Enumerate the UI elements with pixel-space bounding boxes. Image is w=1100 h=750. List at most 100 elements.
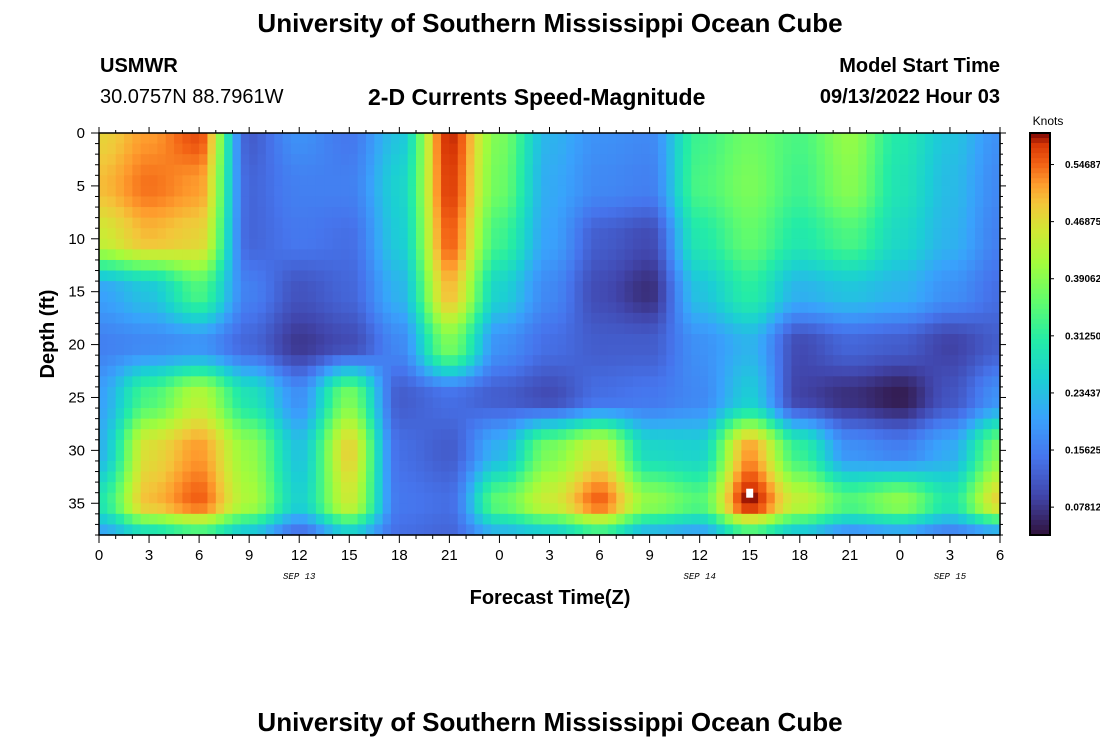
heatmap-cell [499, 196, 509, 208]
heatmap-cell [616, 513, 626, 526]
heatmap-cell [641, 482, 651, 494]
heatmap-cell [499, 408, 509, 420]
heatmap-cell [808, 408, 818, 420]
heatmap-cell [132, 312, 142, 325]
heatmap-cell [741, 418, 751, 430]
heatmap-cell [966, 503, 976, 515]
heatmap-cell [174, 175, 184, 187]
heatmap-cell [699, 503, 709, 515]
heatmap-cell [424, 334, 434, 346]
heatmap-cell [899, 334, 909, 346]
heatmap-cell [899, 386, 909, 399]
heatmap-cell [441, 228, 450, 240]
heatmap-cell [908, 217, 918, 229]
heatmap-cell [624, 524, 634, 536]
heatmap-cell [833, 397, 843, 409]
heatmap-cell [457, 154, 467, 166]
heatmap-cell [99, 513, 108, 526]
heatmap-cell [290, 249, 300, 261]
heatmap-cell [174, 164, 184, 176]
heatmap-cell [949, 196, 959, 208]
heatmap-cell [691, 513, 701, 526]
heatmap-cell [474, 291, 484, 303]
heatmap-cell [249, 143, 259, 155]
x-tick-label: 21 [841, 547, 858, 564]
heatmap-cell [958, 376, 968, 388]
heatmap-cell [140, 217, 150, 229]
heatmap-cell [349, 418, 359, 430]
heatmap-cell [182, 175, 192, 187]
heatmap-cell [724, 344, 734, 356]
heatmap-cell [399, 334, 409, 346]
heatmap-cell [190, 175, 200, 187]
heatmap-cell [641, 228, 651, 240]
heatmap-cell [532, 175, 542, 187]
heatmap-cell [766, 154, 776, 166]
heatmap-cell [215, 217, 225, 229]
heatmap-cell [549, 439, 559, 451]
heatmap-cell [407, 482, 417, 494]
heatmap-cell [899, 355, 909, 367]
heatmap-cell [132, 238, 142, 250]
heatmap-cell [541, 355, 551, 367]
heatmap-cell [449, 175, 459, 187]
heatmap-cell [833, 185, 843, 198]
heatmap-cell [808, 217, 818, 229]
heatmap-cell [849, 133, 859, 145]
heatmap-cell [332, 408, 342, 420]
heatmap-cell [340, 450, 350, 462]
heatmap-cell [958, 312, 968, 325]
heatmap-cell [165, 408, 175, 420]
heatmap-cell [833, 302, 843, 314]
heatmap-cell [491, 355, 501, 367]
heatmap-cell [657, 503, 667, 515]
heatmap-cell [841, 238, 851, 250]
heatmap-cell [140, 503, 150, 515]
heatmap-cell [974, 471, 984, 483]
heatmap-cell [365, 185, 375, 198]
heatmap-cell [432, 164, 442, 176]
heatmap-cell [140, 196, 150, 208]
heatmap-cell [824, 281, 834, 293]
heatmap-cell [215, 450, 225, 462]
heatmap-cell [399, 217, 409, 229]
heatmap-cell [232, 513, 242, 526]
colorbar-segment [1030, 138, 1050, 144]
heatmap-cell [716, 439, 726, 451]
heatmap-cell [774, 482, 784, 494]
heatmap-cell [574, 249, 584, 261]
heatmap-cell [182, 302, 192, 314]
heatmap-cell [632, 460, 642, 473]
heatmap-cell [616, 291, 626, 303]
heatmap-cell [657, 175, 667, 187]
heatmap-cell [457, 365, 467, 377]
heatmap-cell [924, 312, 934, 325]
heatmap-cell [215, 418, 225, 430]
heatmap-cell [282, 259, 292, 272]
heatmap-cell [307, 238, 317, 250]
heatmap-cell [282, 154, 292, 166]
heatmap-cell [182, 154, 192, 166]
heatmap-cell [482, 450, 492, 462]
heatmap-cell [299, 471, 309, 483]
heatmap-cell [315, 207, 325, 219]
heatmap-cell [557, 281, 567, 293]
heatmap-cell [274, 164, 284, 176]
heatmap-cell [824, 418, 834, 430]
heatmap-cell [758, 249, 767, 261]
heatmap-cell [307, 281, 317, 293]
heatmap-cell [424, 217, 434, 229]
heatmap-cell [132, 439, 142, 451]
heatmap-cell [441, 482, 450, 494]
heatmap-cell [107, 492, 117, 504]
heatmap-cell [808, 376, 818, 388]
heatmap-cell [916, 334, 926, 346]
heatmap-cell [991, 228, 1001, 240]
heatmap-cell [424, 207, 434, 219]
heatmap-cell [157, 207, 167, 219]
colorbar-segment [1030, 524, 1050, 531]
heatmap-cell [507, 408, 517, 420]
heatmap-cell [616, 397, 626, 409]
heatmap-cell [324, 429, 334, 441]
heatmap-cell [599, 175, 609, 187]
